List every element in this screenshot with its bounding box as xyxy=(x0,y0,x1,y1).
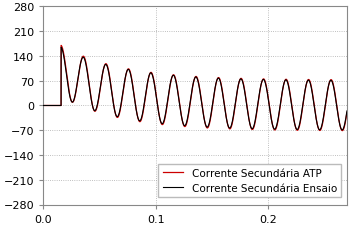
Corrente Secundária ATP xyxy=(59,45,63,47)
Line: Corrente Secundária ATP: Corrente Secundária ATP xyxy=(43,46,347,131)
Legend: Corrente Secundária ATP, Corrente Secundária Ensaio: Corrente Secundária ATP, Corrente Secund… xyxy=(158,164,341,197)
Corrente Secundária Ensaio xyxy=(126,69,130,72)
Corrente Secundária ATP xyxy=(218,79,222,82)
Corrente Secundária ATP xyxy=(340,130,344,132)
Corrente Secundária ATP xyxy=(345,111,349,114)
Line: Corrente Secundária Ensaio: Corrente Secundária Ensaio xyxy=(43,48,347,130)
Corrente Secundária Ensaio xyxy=(59,47,63,49)
Corrente Secundária Ensaio xyxy=(41,105,45,107)
Corrente Secundária ATP xyxy=(239,78,244,81)
Corrente Secundária ATP xyxy=(320,126,324,128)
Corrente Secundária Ensaio xyxy=(340,129,344,132)
Corrente Secundária ATP xyxy=(142,102,147,105)
Corrente Secundária ATP xyxy=(126,68,130,71)
Corrente Secundária Ensaio xyxy=(320,124,324,127)
Corrente Secundária ATP xyxy=(41,105,45,107)
Corrente Secundária ATP xyxy=(262,78,266,81)
Corrente Secundária Ensaio xyxy=(218,80,222,83)
Corrente Secundária Ensaio xyxy=(262,79,266,82)
Corrente Secundária Ensaio xyxy=(142,101,147,103)
Corrente Secundária Ensaio xyxy=(239,79,244,81)
Corrente Secundária Ensaio xyxy=(345,110,349,113)
